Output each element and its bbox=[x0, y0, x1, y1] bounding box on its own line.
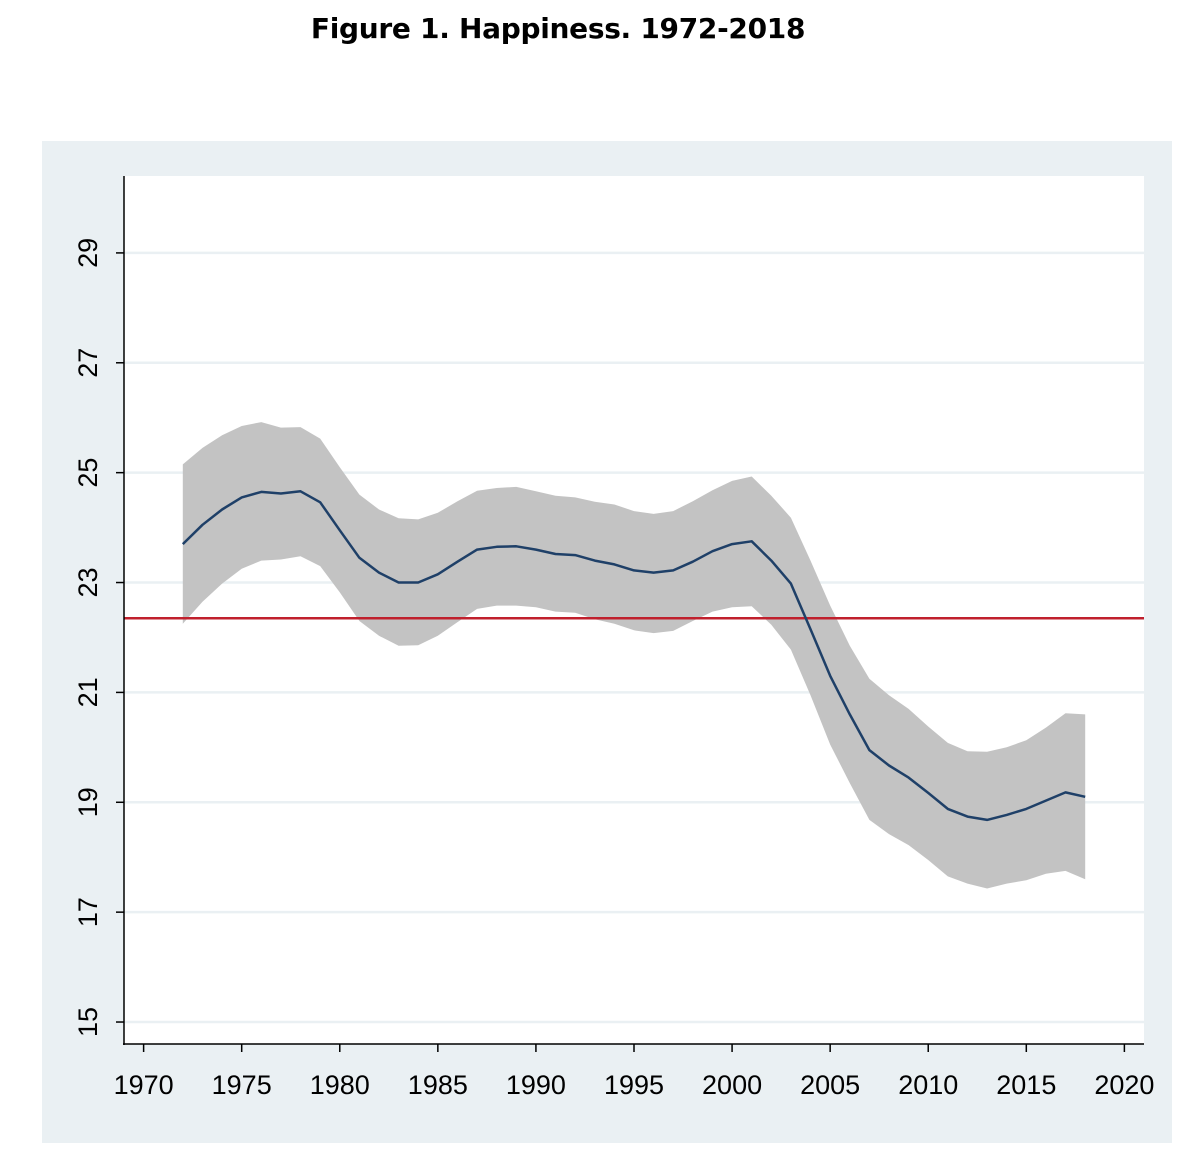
data-point-2003 bbox=[790, 582, 792, 584]
data-point-2008 bbox=[888, 764, 890, 766]
happiness-trend-line bbox=[181, 490, 1086, 822]
data-point-1995 bbox=[633, 569, 635, 571]
data-point-1992 bbox=[574, 554, 576, 556]
data-point-1987 bbox=[476, 548, 478, 550]
data-point-1976 bbox=[260, 491, 262, 493]
x-tick-label-1980: 1980 bbox=[310, 1070, 370, 1100]
y-tick-label-15: 15 bbox=[73, 1007, 103, 1037]
data-point-1977 bbox=[280, 492, 282, 494]
data-point-1978 bbox=[299, 490, 301, 492]
x-tick-label-2005: 2005 bbox=[800, 1070, 860, 1100]
data-point-2009 bbox=[907, 776, 909, 778]
data-point-2006 bbox=[849, 713, 851, 715]
data-point-1974 bbox=[221, 508, 223, 510]
y-tick-label-17: 17 bbox=[73, 897, 103, 927]
data-point-2014 bbox=[1006, 814, 1008, 816]
data-point-1983 bbox=[397, 581, 399, 583]
figure-title: Figure 1. Happiness. 1972-2018 bbox=[310, 12, 806, 45]
data-point-2011 bbox=[947, 808, 949, 810]
data-point-2017 bbox=[1064, 791, 1066, 793]
data-point-1986 bbox=[456, 561, 458, 563]
y-tick-label-19: 19 bbox=[73, 787, 103, 817]
y-tick-label-21: 21 bbox=[73, 677, 103, 707]
data-point-1985 bbox=[437, 573, 439, 575]
data-point-1984 bbox=[417, 581, 419, 583]
data-point-1989 bbox=[515, 545, 517, 547]
data-point-2004 bbox=[809, 628, 811, 630]
data-point-1972 bbox=[182, 543, 184, 545]
data-point-1998 bbox=[692, 561, 694, 563]
y-tick-label-27: 27 bbox=[73, 348, 103, 378]
data-point-1982 bbox=[378, 571, 380, 573]
x-tick-label-2020: 2020 bbox=[1094, 1070, 1154, 1100]
x-tick-label-2015: 2015 bbox=[996, 1070, 1056, 1100]
x-tick-label-1990: 1990 bbox=[506, 1070, 566, 1100]
data-point-1980 bbox=[339, 529, 341, 531]
axes: 15 17 19 21 23 25 27 29 1970 1975 1980 1985 1990 1995… bbox=[73, 176, 1154, 1100]
data-point-2010 bbox=[927, 792, 929, 794]
data-point-2001 bbox=[751, 540, 753, 542]
x-tick-label-2010: 2010 bbox=[898, 1070, 958, 1100]
data-point-1990 bbox=[535, 548, 537, 550]
x-tick-label-1995: 1995 bbox=[604, 1070, 664, 1100]
data-point-2012 bbox=[966, 815, 968, 817]
confidence-band bbox=[182, 422, 1086, 889]
x-tick-label-1975: 1975 bbox=[212, 1070, 272, 1100]
y-tick-label-25: 25 bbox=[73, 458, 103, 488]
data-point-2007 bbox=[868, 749, 870, 751]
x-tick-label-2000: 2000 bbox=[702, 1070, 762, 1100]
data-point-1994 bbox=[613, 563, 615, 565]
data-point-2000 bbox=[731, 543, 733, 545]
data-point-1988 bbox=[496, 546, 498, 548]
y-tick-label-29: 29 bbox=[73, 238, 103, 268]
data-point-1981 bbox=[358, 557, 360, 559]
data-point-2016 bbox=[1045, 799, 1047, 801]
data-point-1997 bbox=[672, 569, 674, 571]
data-point-2005 bbox=[829, 675, 831, 677]
x-tick-label-1970: 1970 bbox=[114, 1070, 174, 1100]
data-point-1993 bbox=[594, 559, 596, 561]
data-point-2015 bbox=[1025, 808, 1027, 810]
data-point-1975 bbox=[241, 496, 243, 498]
data-point-2018 bbox=[1084, 796, 1086, 798]
data-point-1979 bbox=[319, 501, 321, 503]
data-point-1996 bbox=[652, 571, 654, 573]
data-point-2002 bbox=[770, 559, 772, 561]
data-point-1991 bbox=[554, 553, 556, 555]
y-tick-label-23: 23 bbox=[73, 568, 103, 598]
x-tick-label-1985: 1985 bbox=[408, 1070, 468, 1100]
data-point-2013 bbox=[986, 819, 988, 821]
data-point-1973 bbox=[201, 524, 203, 526]
data-point-1999 bbox=[711, 550, 713, 552]
